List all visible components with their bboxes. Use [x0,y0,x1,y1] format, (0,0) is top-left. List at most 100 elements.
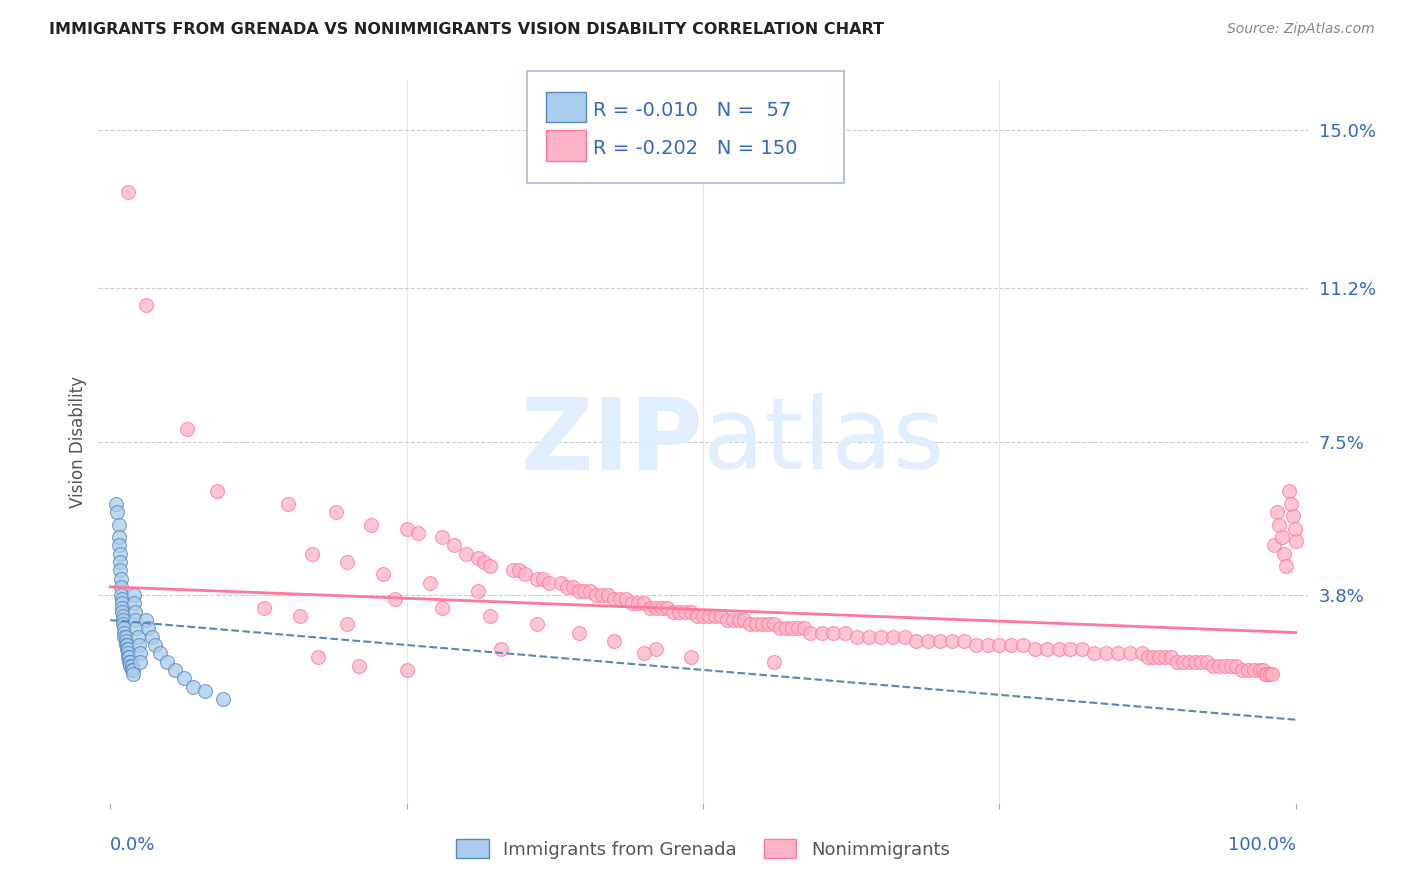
Point [141,630,163,644]
Point [117,186,139,200]
Point [107,538,129,552]
Point [1219,658,1241,673]
Point [799,625,821,640]
Point [1083,646,1105,660]
Point [124,613,146,627]
Point [135,297,157,311]
Point [1285,534,1308,549]
Point [734,613,756,627]
Point [117,642,139,657]
Point [620,597,643,611]
Point [1024,642,1046,657]
Point [491,642,513,657]
Point [112,617,135,632]
Point [1232,663,1254,677]
Point [114,630,136,644]
Point [110,580,132,594]
Point [609,592,631,607]
Point [756,617,779,632]
Point [633,597,655,611]
Point [515,567,537,582]
Point [988,638,1011,652]
Point [965,638,987,652]
Point [114,625,136,640]
Point [111,592,134,607]
Point [834,625,856,640]
Point [763,655,786,669]
Text: Source: ZipAtlas.com: Source: ZipAtlas.com [1227,22,1375,37]
Point [697,609,720,624]
Point [793,621,815,635]
Point [1059,642,1081,657]
Point [135,613,157,627]
Point [336,617,359,632]
Point [627,597,650,611]
Point [1263,538,1285,552]
Point [371,567,394,582]
Point [1275,559,1298,574]
Point [1130,646,1153,660]
Text: 100.0%: 100.0% [1227,836,1296,854]
Text: R = -0.010   N =  57: R = -0.010 N = 57 [593,101,792,120]
Point [644,600,666,615]
Point [1036,642,1059,657]
Point [1136,650,1159,665]
Point [692,609,714,624]
Point [212,692,235,706]
Point [181,680,204,694]
Point [143,638,166,652]
Point [127,630,149,644]
Point [763,617,786,632]
Point [107,517,129,532]
Point [136,621,159,635]
Point [1279,497,1302,511]
Point [108,547,131,561]
Text: IMMIGRANTS FROM GRENADA VS NONIMMIGRANTS VISION DISABILITY CORRELATION CHART: IMMIGRANTS FROM GRENADA VS NONIMMIGRANTS… [49,22,884,37]
Point [585,588,607,602]
Point [727,613,749,627]
Point [823,625,845,640]
Point [111,597,134,611]
Point [644,642,666,657]
Point [194,683,217,698]
Point [1178,655,1201,669]
Point [117,646,139,660]
Point [129,646,152,660]
Point [108,563,131,577]
Text: ZIP: ZIP [520,393,703,490]
Point [467,584,489,599]
Legend: Immigrants from Grenada, Nonimmigrants: Immigrants from Grenada, Nonimmigrants [449,832,957,866]
Point [905,633,928,648]
Point [288,609,311,624]
Point [395,663,418,677]
Point [681,605,703,619]
Point [121,663,143,677]
Point [1142,650,1164,665]
Point [786,621,808,635]
Point [277,497,299,511]
Point [205,484,228,499]
Point [114,621,136,635]
Point [1189,655,1212,669]
Point [384,592,406,607]
Point [745,617,768,632]
Point [125,621,148,635]
Point [893,630,915,644]
Point [1166,655,1188,669]
Point [662,605,685,619]
Point [650,600,672,615]
Point [1272,547,1295,561]
Point [537,575,560,590]
Point [1208,658,1230,673]
Point [598,588,620,602]
Text: R = -0.202   N = 150: R = -0.202 N = 150 [593,139,797,158]
Point [114,633,136,648]
Point [1184,655,1206,669]
Point [780,621,803,635]
Point [1249,663,1271,677]
Point [176,422,198,436]
Point [710,609,733,624]
Point [1160,650,1182,665]
Point [114,638,136,652]
Point [117,650,139,665]
